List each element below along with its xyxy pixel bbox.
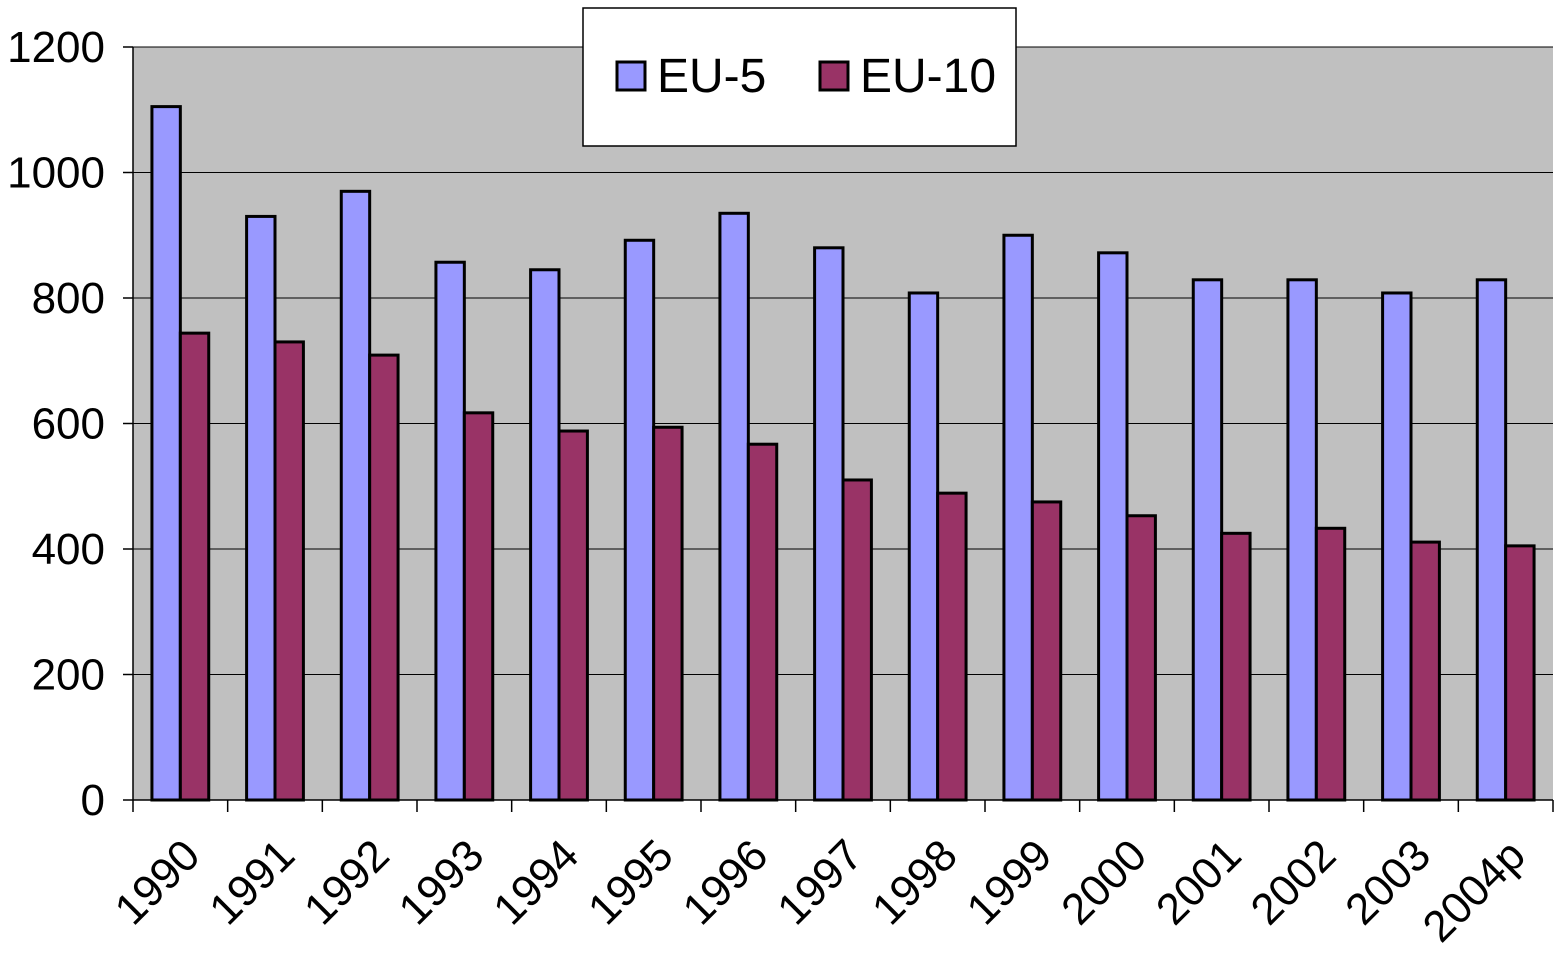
x-tick-label: 2000 [1052,830,1156,934]
bar [1314,526,1347,802]
x-tick-label: 2002 [1242,830,1346,934]
bar [273,340,305,802]
bar [150,105,182,802]
bar [1191,278,1224,802]
bar [1286,278,1318,802]
bar [1409,540,1441,802]
legend-label: EU-10 [860,50,996,103]
x-tick-label: 1993 [390,830,494,934]
bar [178,331,211,802]
y-tick-label: 400 [32,525,105,574]
bar [462,411,495,802]
y-tick-label: 600 [32,400,105,449]
bar [936,491,968,802]
bar [813,246,845,802]
x-tick-label: 1996 [674,830,778,934]
x-tick-label: 2001 [1147,830,1251,934]
x-tick-label: 1998 [863,830,967,934]
bar [245,214,277,802]
x-tick-label: 1991 [200,830,304,934]
legend-swatch [615,60,647,92]
y-tick-label: 1000 [7,149,105,198]
bar [1030,500,1063,802]
bar [1504,544,1536,802]
bar [623,238,656,802]
y-tick-label: 1200 [7,23,105,72]
y-tick-label: 0 [81,776,105,825]
x-tick-label: 1995 [579,830,683,934]
bar [1220,531,1252,802]
bar [368,353,400,802]
x-tick-label: 1990 [106,830,210,934]
legend-swatch [818,60,850,92]
y-tick-label: 800 [32,274,105,323]
bar [1097,251,1129,802]
bar [557,429,589,802]
bar [841,478,873,802]
x-tick-label: 1994 [484,830,588,934]
x-tick-label: 1992 [295,830,399,934]
bar [1002,233,1034,802]
bar [339,189,372,802]
bar [1125,514,1157,802]
x-tick-label: 1997 [768,830,872,934]
y-tick-label: 200 [32,651,105,700]
bar [652,425,684,802]
bar [529,268,561,802]
legend-box [582,7,1017,147]
x-tick-label: 1999 [958,830,1062,934]
bar [1475,278,1508,802]
bar [1381,291,1413,802]
bar [907,291,940,802]
bar [434,260,466,802]
bar [746,442,779,802]
legend-label: EU-5 [657,50,766,103]
x-tick-label: 2004p [1414,830,1535,951]
bar [718,211,750,802]
